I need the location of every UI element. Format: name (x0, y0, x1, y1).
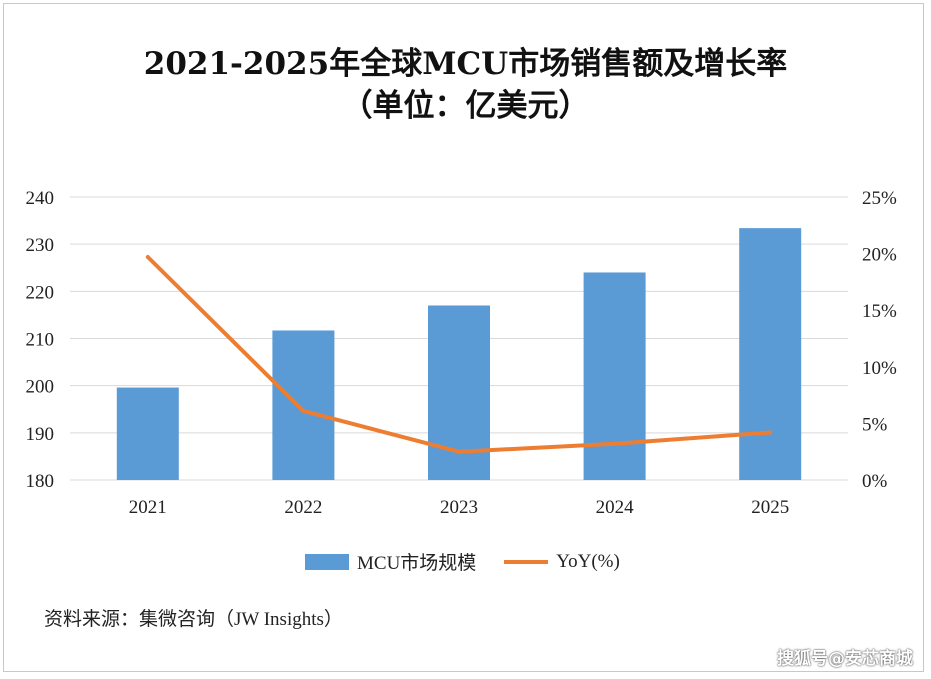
bar (739, 228, 802, 480)
legend-item-line: YoY(%) (504, 551, 620, 573)
right-axis-ticks: 0% 5% 10% 15% 20% 25% (862, 188, 897, 492)
legend-line-swatch (504, 559, 549, 564)
left-tick-label: 180 (26, 471, 55, 492)
right-tick-label: 10% (862, 358, 897, 379)
left-tick-label: 190 (26, 424, 55, 445)
x-tick-label: 2024 (596, 497, 635, 518)
bar (428, 305, 490, 480)
line-series (145, 254, 773, 454)
bar (272, 330, 335, 480)
chart-subtitle: （单位：亿美元） (341, 88, 590, 124)
right-tick-label: 20% (862, 245, 897, 266)
legend-item-bar: MCU市场规模 (305, 548, 476, 575)
legend: MCU市场规模 YoY(%) (305, 548, 648, 575)
x-tick-label: 2025 (751, 497, 789, 518)
x-tick-label: 2023 (440, 497, 478, 518)
left-tick-label: 200 (26, 377, 55, 398)
watermark: 搜狐号@安芯商城 (777, 649, 913, 669)
bar (116, 387, 179, 480)
bar-series (116, 228, 802, 480)
left-tick-label: 240 (26, 188, 55, 209)
left-tick-label: 220 (26, 282, 55, 303)
legend-line-label: YoY(%) (556, 550, 620, 572)
legend-bar-label: MCU市场规模 (357, 553, 477, 574)
source-note: 资料来源：集微咨询（JW Insights） (44, 609, 343, 630)
bar (583, 272, 646, 480)
left-tick-label: 210 (26, 330, 55, 351)
x-tick-label: 2021 (129, 497, 167, 518)
right-tick-label: 5% (862, 414, 888, 435)
left-tick-label: 230 (26, 235, 55, 256)
right-tick-label: 0% (862, 471, 888, 492)
right-tick-label: 15% (862, 301, 897, 322)
left-axis-ticks: 180 190 200 210 220 230 240 (26, 188, 55, 492)
chart-title: 2021-2025年全球MCU市场销售额及增长率 (143, 46, 788, 82)
x-axis-ticks: 2021 2022 2023 2024 2025 (129, 497, 789, 518)
x-tick-label: 2022 (284, 497, 322, 518)
legend-bar-swatch (305, 553, 349, 570)
right-tick-label: 25% (862, 188, 897, 209)
